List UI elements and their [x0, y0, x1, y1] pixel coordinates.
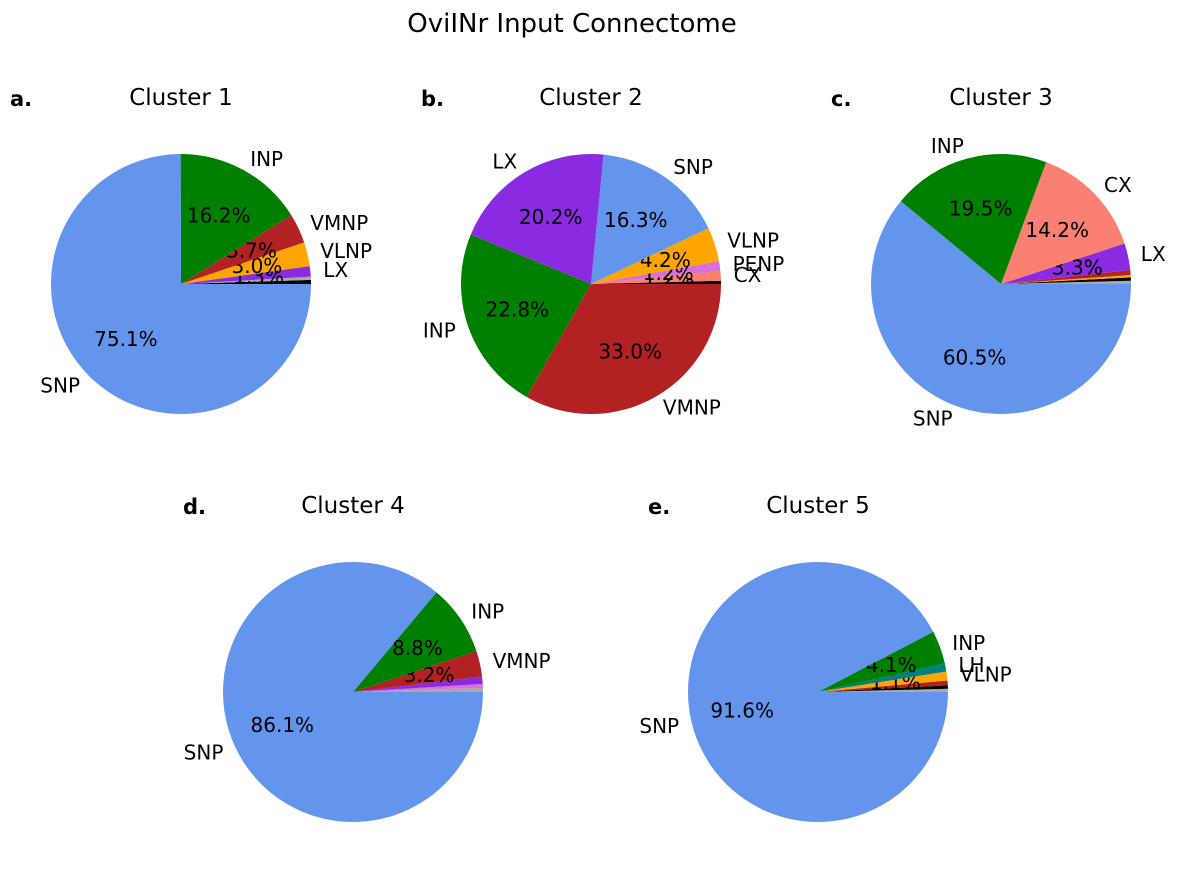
pie-slice-other — [181, 276, 311, 284]
chart-title: Cluster 1 — [129, 85, 233, 111]
slice-label: PENP — [733, 252, 785, 276]
chart-title: Cluster 2 — [539, 85, 643, 111]
pie-chart-2: Cluster 2b.CX1.2%PENP1.2%VLNP4.2%SNP16.3… — [421, 85, 784, 420]
pie-slice-vlnp — [591, 228, 719, 284]
pie-slice-vmnp — [526, 284, 721, 414]
slice-label: INP — [471, 600, 504, 624]
slice-label: VMNP — [663, 396, 721, 420]
pie-slice-other — [1001, 274, 1131, 284]
slice-percent-label: 75.1% — [94, 327, 158, 351]
panel-letter: e. — [648, 495, 670, 519]
pie-slice-other — [818, 685, 948, 692]
pie-slice-snp — [591, 154, 709, 284]
panel-letter: c. — [831, 87, 851, 111]
slice-percent-label: 8.8% — [392, 636, 443, 660]
slice-label: VLNP — [320, 239, 372, 263]
slice-label: VMNP — [310, 211, 368, 235]
pie-chart-1: Cluster 1a.LX1.3%VLNP3.0%VMNP3.7%INP16.2… — [10, 85, 372, 414]
slice-percent-label: 86.1% — [251, 713, 315, 737]
figure-title: OviINr Input Connectome — [407, 9, 736, 39]
pie-slice-other — [1001, 280, 1131, 284]
pie-slice-inp — [461, 234, 591, 397]
slice-label: INP — [952, 631, 985, 655]
slice-label: LX — [323, 258, 348, 282]
pie-slice-inp — [900, 153, 1047, 284]
pie-panels: Cluster 1a.LX1.3%VLNP3.0%VMNP3.7%INP16.2… — [10, 85, 1166, 823]
slice-percent-label: 14.2% — [1025, 218, 1089, 242]
slice-label: VMNP — [493, 649, 551, 673]
pie-slice-vmnp — [353, 651, 483, 692]
slice-label: SNP — [40, 373, 80, 397]
pie-slice-snp — [50, 154, 311, 414]
panel-letter: b. — [421, 87, 444, 111]
pie-slice-snp — [223, 562, 484, 823]
pie-slice-other — [1001, 270, 1131, 284]
pie-slice-snp — [870, 201, 1131, 414]
slice-percent-label: 22.8% — [486, 297, 550, 321]
pie-slice-other — [1001, 277, 1131, 284]
slice-label: SNP — [913, 407, 953, 431]
pie-slice-inp — [818, 631, 945, 692]
pie-slice-other — [353, 683, 483, 692]
pie-slice-inp — [180, 153, 292, 284]
pie-slice-other — [818, 680, 948, 692]
pie-slice-lx — [1001, 243, 1131, 284]
pie-slice-snp — [688, 561, 948, 822]
slice-label: CX — [734, 263, 762, 287]
chart-title: Cluster 4 — [301, 493, 405, 519]
slice-label: INP — [250, 147, 283, 171]
pie-slice-other — [818, 688, 949, 692]
pie-slice-penp — [591, 261, 721, 284]
slice-percent-label: 20.2% — [519, 205, 583, 229]
pie-slice-inp — [353, 592, 477, 692]
panel-letter: a. — [10, 87, 32, 111]
pie-slice-other — [353, 687, 484, 692]
pie-slice-vmnp — [181, 215, 305, 284]
slice-percent-label: 19.5% — [949, 197, 1013, 221]
pie-slice-lx — [470, 153, 604, 284]
slice-label: VLNP — [960, 662, 1012, 686]
pie-slice-cx — [591, 270, 721, 284]
panel-letter: d. — [183, 495, 206, 519]
chart-title: Cluster 3 — [949, 85, 1053, 111]
slice-label: SNP — [184, 741, 224, 765]
pie-slice-cx — [1001, 162, 1125, 284]
slice-percent-label: 16.3% — [604, 208, 668, 232]
pie-slice-vlnp — [181, 242, 310, 284]
pie-slice-other — [181, 279, 312, 284]
chart-title: Cluster 5 — [766, 493, 870, 519]
pie-slice-lh — [818, 663, 947, 692]
slice-label: LX — [492, 150, 517, 174]
slice-percent-label: 33.0% — [598, 339, 662, 363]
slice-label: LH — [958, 653, 984, 677]
slice-label: SNP — [673, 155, 713, 179]
slice-label: INP — [423, 319, 456, 343]
pie-slice-other — [353, 676, 483, 692]
slice-percent-label: 60.5% — [943, 345, 1007, 369]
slice-percent-label: 91.6% — [710, 699, 774, 723]
slice-label: LX — [1141, 242, 1166, 266]
pie-slice-lx — [181, 266, 311, 284]
slice-label: INP — [931, 134, 964, 158]
pie-slice-other — [591, 280, 722, 284]
pie-slice-vlnp — [818, 671, 948, 692]
slice-label: SNP — [639, 714, 679, 738]
slice-label: VLNP — [727, 228, 779, 252]
slice-percent-label: 16.2% — [187, 204, 251, 228]
slice-label: CX — [1104, 173, 1132, 197]
